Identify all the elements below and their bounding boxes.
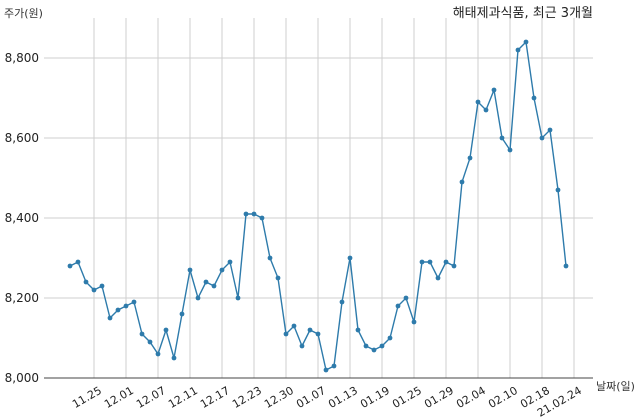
data-point xyxy=(355,327,361,333)
data-point xyxy=(91,287,97,293)
y-tick-label: 8,400 xyxy=(5,211,39,225)
data-point xyxy=(299,343,305,349)
data-point xyxy=(179,311,185,317)
y-tick-label: 8,600 xyxy=(5,131,39,145)
data-point xyxy=(563,263,569,269)
x-tick-label: 12.23 xyxy=(230,384,264,411)
data-point xyxy=(515,47,521,53)
x-tick-label: 02.04 xyxy=(454,384,488,411)
y-tick-label: 8,200 xyxy=(5,291,39,305)
data-point xyxy=(387,335,393,341)
data-point xyxy=(539,135,545,141)
data-point xyxy=(491,87,497,93)
data-point xyxy=(243,211,249,217)
data-point xyxy=(459,179,465,185)
data-point xyxy=(227,259,233,265)
data-point xyxy=(83,279,89,285)
data-point xyxy=(259,215,265,221)
data-point xyxy=(403,295,409,301)
data-point xyxy=(435,275,441,281)
data-point xyxy=(219,267,225,273)
data-point xyxy=(307,327,313,333)
data-point xyxy=(115,307,121,313)
y-axis-label: 주가(원) xyxy=(4,7,43,20)
data-point xyxy=(395,303,401,309)
x-tick-label: 12.01 xyxy=(102,384,136,411)
data-point xyxy=(267,255,273,261)
x-tick-label: 02.10 xyxy=(486,384,520,411)
data-point xyxy=(451,263,457,269)
x-tick-label: 11.25 xyxy=(70,384,104,411)
data-point xyxy=(211,283,217,289)
data-point xyxy=(555,187,561,193)
x-tick-label: 01.25 xyxy=(390,384,424,411)
x-tick-label: 12.30 xyxy=(262,384,296,411)
data-point xyxy=(187,267,193,273)
data-point xyxy=(283,331,289,337)
data-point xyxy=(195,295,201,301)
data-point xyxy=(339,299,345,305)
grid-lines xyxy=(44,18,593,379)
data-point xyxy=(99,283,105,289)
data-point xyxy=(67,263,73,269)
data-point xyxy=(523,39,529,45)
x-tick-label: 01.29 xyxy=(422,384,456,411)
data-point xyxy=(507,147,513,153)
x-tick-label: 01.19 xyxy=(358,384,392,411)
data-point xyxy=(75,259,81,265)
price-points xyxy=(67,39,569,373)
data-point xyxy=(203,279,209,285)
data-point xyxy=(291,323,297,329)
data-point xyxy=(131,299,137,305)
x-tick-label: 01.07 xyxy=(294,384,328,411)
data-point xyxy=(371,347,377,353)
data-point xyxy=(419,259,425,265)
data-point xyxy=(347,255,353,261)
data-point xyxy=(443,259,449,265)
data-point xyxy=(147,339,153,345)
data-point xyxy=(331,363,337,369)
data-point xyxy=(363,343,369,349)
chart-title: 해태제과식품, 최근 3개월 xyxy=(453,6,593,21)
data-point xyxy=(323,367,329,373)
data-point xyxy=(251,211,257,217)
data-point xyxy=(499,135,505,141)
x-axis-label: 날짜(일) xyxy=(596,379,635,393)
data-point xyxy=(547,127,553,133)
data-point xyxy=(467,155,473,161)
data-point xyxy=(275,275,281,281)
data-point xyxy=(235,295,241,301)
y-tick-label: 8,800 xyxy=(5,51,39,65)
x-tick-label: 01.13 xyxy=(326,384,360,411)
x-tick-labels: 11.2512.0112.0712.1112.1712.2312.3001.07… xyxy=(70,384,584,419)
data-point xyxy=(107,315,113,321)
data-point xyxy=(475,99,481,105)
data-point xyxy=(163,327,169,333)
data-point xyxy=(531,95,537,101)
data-point xyxy=(123,303,129,309)
data-point xyxy=(411,319,417,325)
x-tick-label: 12.07 xyxy=(134,384,168,411)
data-point xyxy=(427,259,433,265)
data-point xyxy=(483,107,489,113)
data-point xyxy=(139,331,145,337)
data-point xyxy=(315,331,321,337)
x-tick-label: 12.17 xyxy=(198,384,232,411)
data-point xyxy=(171,355,177,361)
data-point xyxy=(379,343,385,349)
y-tick-label: 8,000 xyxy=(5,371,39,385)
data-point xyxy=(155,351,161,357)
x-tick-label: 12.11 xyxy=(166,384,200,411)
y-tick-labels: 8,000 8,200 8,400 8,600 8,800 xyxy=(5,51,39,385)
